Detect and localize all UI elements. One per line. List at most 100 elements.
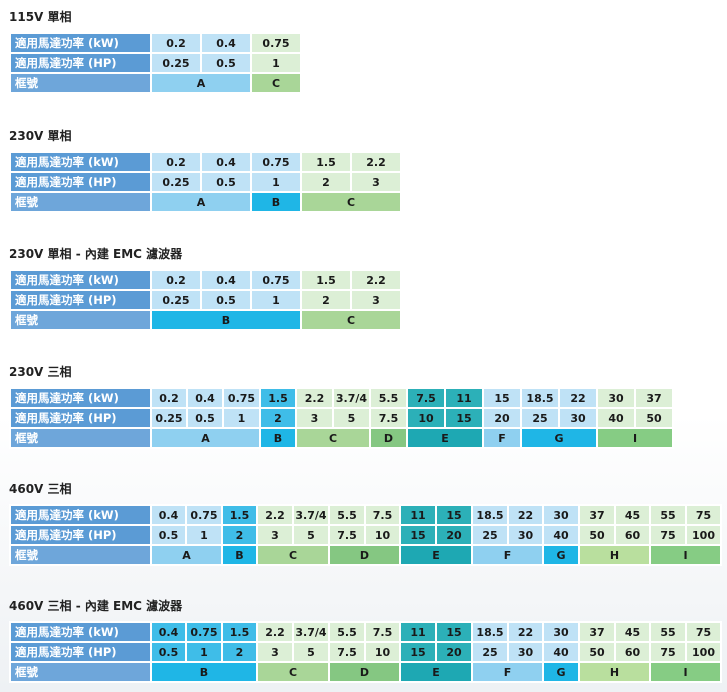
hp-value: 75	[649, 641, 687, 663]
frame-cell: F	[482, 427, 522, 449]
frame-cell: B	[150, 661, 258, 683]
frame-cell: C	[300, 309, 402, 331]
frame-row: 框號 B C D E F G H I	[9, 661, 722, 683]
frame-label: 框號	[9, 309, 152, 331]
hp-value: 20	[435, 641, 473, 663]
spec-table: 適用馬達功率 (kW) 0.2 0.4 0.75 1.5 2.2 適用馬達功率 (HP) 0.…	[9, 269, 402, 331]
kw-value: 15	[435, 504, 473, 526]
hp-value: 50	[578, 641, 616, 663]
kw-value: 75	[685, 621, 722, 643]
kw-value: 37	[578, 621, 616, 643]
frame-label: 框號	[9, 544, 152, 566]
hp-value: 2	[221, 524, 258, 546]
kw-value: 45	[614, 621, 651, 643]
kw-value: 1.5	[221, 621, 258, 643]
row-label-kw: 適用馬達功率 (kW)	[9, 387, 152, 409]
row-label-hp: 適用馬達功率 (HP)	[9, 52, 152, 74]
kw-value: 0.75	[222, 387, 261, 409]
hp-value: 7.5	[328, 641, 366, 663]
hp-value: 100	[685, 524, 722, 546]
hp-value: 0.5	[150, 641, 187, 663]
hp-value: 60	[614, 524, 651, 546]
hp-value: 2	[300, 171, 352, 193]
spec-table: 適用馬達功率 (kW) 0.2 0.4 0.75 適用馬達功率 (HP) 0.25 0.5 1…	[9, 32, 302, 94]
row-label-kw: 適用馬達功率 (kW)	[9, 269, 152, 291]
frame-cell: C	[256, 661, 330, 683]
hp-value: 10	[364, 641, 401, 663]
frame-cell: F	[471, 544, 544, 566]
hp-value: 100	[685, 641, 722, 663]
frame-cell: A	[150, 72, 252, 94]
frame-cell: A	[150, 544, 223, 566]
section-title: 460V 三相 - 內建 EMC 濾波器	[9, 599, 183, 613]
kw-value: 11	[399, 621, 437, 643]
hp-value: 0.25	[150, 289, 202, 311]
kw-value: 0.4	[150, 504, 187, 526]
hp-value: 25	[471, 641, 509, 663]
row-label-hp: 適用馬達功率 (HP)	[9, 289, 152, 311]
hp-value: 0.5	[150, 524, 187, 546]
hp-value: 15	[399, 524, 437, 546]
hp-row: 適用馬達功率 (HP) 0.25 0.5 1	[9, 52, 302, 74]
kw-value: 0.4	[200, 269, 252, 291]
hp-value: 75	[649, 524, 687, 546]
frame-cell: F	[471, 661, 544, 683]
hp-value: 10	[364, 524, 401, 546]
frame-cell: G	[520, 427, 598, 449]
hp-value: 0.5	[200, 171, 252, 193]
row-label-kw: 適用馬達功率 (kW)	[9, 151, 152, 173]
kw-value: 22	[507, 621, 544, 643]
frame-cell: B	[221, 544, 258, 566]
hp-value: 50	[634, 407, 674, 429]
kw-value: 7.5	[364, 504, 401, 526]
hp-value: 3	[350, 289, 402, 311]
kw-value: 18.5	[471, 621, 509, 643]
kw-value: 18.5	[471, 504, 509, 526]
kw-value: 0.4	[200, 151, 252, 173]
spec-table: 適用馬達功率 (kW) 0.2 0.4 0.75 1.5 2.2 3.7/4 5.5 7.5 11…	[9, 387, 674, 449]
frame-cell: A	[150, 191, 252, 213]
kw-value: 30	[542, 504, 580, 526]
kw-value: 7.5	[406, 387, 446, 409]
row-label-hp: 適用馬達功率 (HP)	[9, 171, 152, 193]
hp-value: 20	[435, 524, 473, 546]
kw-value: 2.2	[256, 621, 294, 643]
kw-value: 0.2	[150, 32, 202, 54]
spec-table: 適用馬達功率 (kW) 0.2 0.4 0.75 1.5 2.2 適用馬達功率 (HP) 0.…	[9, 151, 402, 213]
hp-value: 1	[250, 52, 302, 74]
kw-value: 5.5	[328, 621, 366, 643]
kw-value: 7.5	[364, 621, 401, 643]
frame-row: 框號 B C	[9, 309, 402, 331]
section-title: 115V 單相	[9, 10, 72, 24]
kw-value: 37	[578, 504, 616, 526]
kw-value: 0.4	[186, 387, 224, 409]
row-label-kw: 適用馬達功率 (kW)	[9, 32, 152, 54]
kw-value: 55	[649, 504, 687, 526]
hp-value: 3	[256, 524, 294, 546]
kw-value: 22	[558, 387, 598, 409]
kw-value: 37	[634, 387, 674, 409]
row-label-kw: 適用馬達功率 (kW)	[9, 621, 152, 643]
frame-cell: C	[250, 72, 302, 94]
hp-value: 3	[350, 171, 402, 193]
kw-value: 30	[596, 387, 636, 409]
frame-cell: G	[542, 544, 580, 566]
frame-label: 框號	[9, 191, 152, 213]
hp-value: 5	[292, 524, 330, 546]
kw-value: 11	[444, 387, 484, 409]
kw-value: 0.75	[250, 269, 302, 291]
hp-value: 2	[259, 407, 297, 429]
kw-value: 55	[649, 621, 687, 643]
kw-value: 22	[507, 504, 544, 526]
hp-value: 1	[222, 407, 261, 429]
hp-row: 適用馬達功率 (HP) 0.25 0.5 1 2 3	[9, 171, 402, 193]
hp-value: 1	[250, 171, 302, 193]
frame-cell: C	[295, 427, 371, 449]
kw-value: 2.2	[256, 504, 294, 526]
frame-row: 框號 A B C D E F G I	[9, 427, 674, 449]
hp-value: 0.25	[150, 171, 202, 193]
frame-row: 框號 A C	[9, 72, 302, 94]
hp-value: 7.5	[328, 524, 366, 546]
row-label-hp: 適用馬達功率 (HP)	[9, 524, 152, 546]
frame-cell: B	[259, 427, 297, 449]
